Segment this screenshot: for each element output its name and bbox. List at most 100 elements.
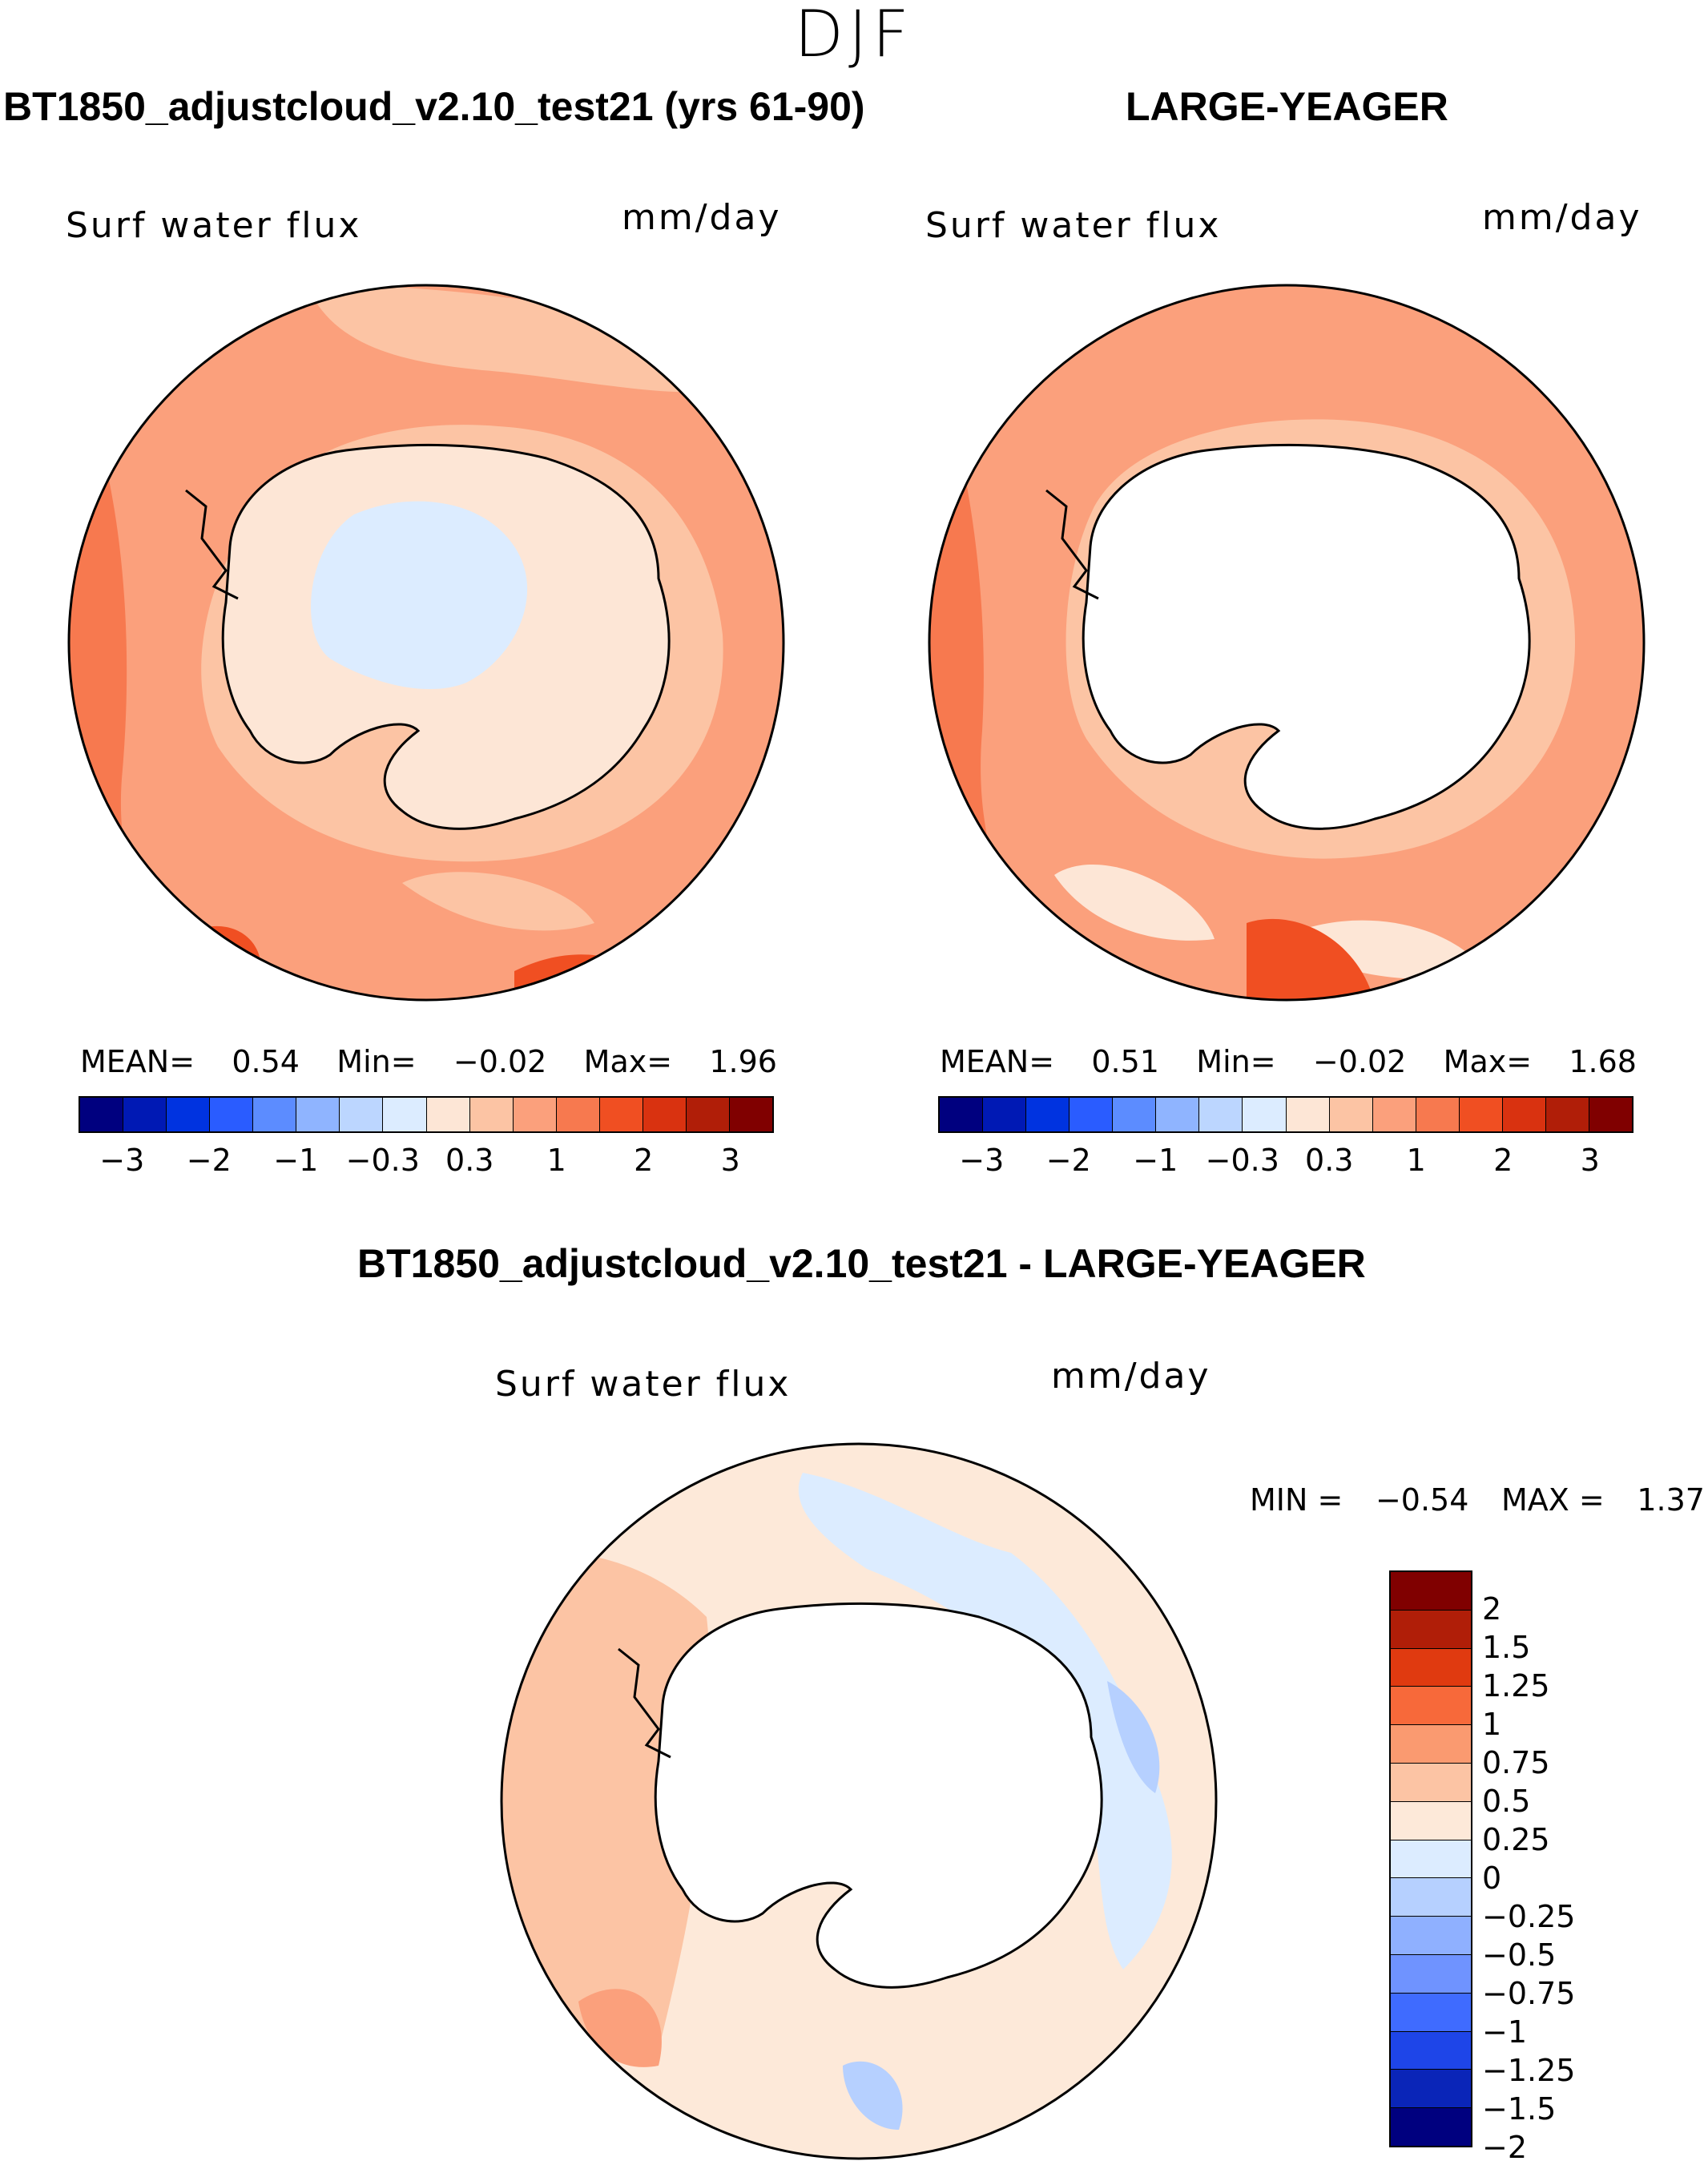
colorbar-cell bbox=[1391, 2108, 1471, 2146]
max-label: Max= bbox=[1443, 1044, 1533, 1079]
negative-anomaly bbox=[798, 1473, 1172, 1969]
colorbar-tick-label: 0.3 bbox=[445, 1143, 494, 1178]
map-boundary bbox=[928, 284, 1646, 1002]
colorbar-tick-label: 0.75 bbox=[1482, 1745, 1550, 1780]
colorbar-cell bbox=[599, 1098, 643, 1131]
colorbar-difference-ticks: 2 1.5 1.25 1 0.75 0.5 0.25 0 −0.25 −0.5 −0.75 −1 −1.… bbox=[1482, 1570, 1602, 2165]
variable-label-diff: Surf water flux bbox=[495, 1364, 792, 1405]
colorbar-cell bbox=[1391, 1993, 1471, 2032]
panel-title-model: BT1850_adjustcloud_v2.10_test21 (yrs 61-… bbox=[3, 84, 865, 129]
colorbar-tick-label: −1 bbox=[1482, 2014, 1528, 2050]
colorbar-cell bbox=[253, 1098, 297, 1131]
antarctic-peninsula bbox=[1045, 489, 1099, 600]
min-value: −0.02 bbox=[1312, 1044, 1407, 1079]
mean-value: 0.54 bbox=[232, 1044, 300, 1079]
colorbar-tick-label: −0.75 bbox=[1482, 1976, 1576, 2011]
colorbar-cell bbox=[1199, 1098, 1243, 1131]
colorbar-tick-label: −3 bbox=[99, 1143, 145, 1178]
units-label-right: mm/day bbox=[1482, 197, 1642, 238]
mean-value: 0.51 bbox=[1091, 1044, 1159, 1079]
colorbar-cell bbox=[1156, 1098, 1200, 1131]
season-title: DJF bbox=[794, 0, 914, 71]
colorbar-cell bbox=[1243, 1098, 1287, 1131]
colorbar-cell bbox=[1391, 1917, 1471, 1955]
colorbar-tick-label: 0.3 bbox=[1305, 1143, 1354, 1178]
colorbar-cell bbox=[1391, 1725, 1471, 1764]
positive-anomaly bbox=[502, 1552, 711, 2058]
colorbar-cell bbox=[1589, 1098, 1632, 1131]
colorbar-cell bbox=[80, 1098, 124, 1131]
colorbar-tick-label: −2 bbox=[1482, 2130, 1528, 2165]
max-value: 1.68 bbox=[1569, 1044, 1637, 1079]
colorbar-cell bbox=[729, 1098, 772, 1131]
colorbar-cell bbox=[1391, 1572, 1471, 1611]
mean-label: MEAN= bbox=[940, 1044, 1055, 1079]
stats-model: MEAN= 0.54 Min= −0.02 Max= 1.96 bbox=[80, 1044, 777, 1079]
colorbar-cell bbox=[1416, 1098, 1460, 1131]
colorbar-cell bbox=[296, 1098, 340, 1131]
colorbar-cell bbox=[340, 1098, 384, 1131]
max-label: Max= bbox=[583, 1044, 673, 1079]
colorbar-cell bbox=[1329, 1098, 1373, 1131]
colorbar-tick-label: −1.25 bbox=[1482, 2053, 1576, 2088]
colorbar-tick-label: −0.3 bbox=[345, 1143, 420, 1178]
colorbar-tick-label: 2 bbox=[634, 1143, 654, 1178]
colorbar-cell bbox=[167, 1098, 211, 1131]
colorbar-tick-label: −0.3 bbox=[1205, 1143, 1279, 1178]
colorbar-cell bbox=[983, 1098, 1027, 1131]
colorbar-cell bbox=[513, 1098, 557, 1131]
colorbar-cell bbox=[469, 1098, 514, 1131]
colorbar-cell bbox=[686, 1098, 730, 1131]
colorbar-tick-label: −3 bbox=[959, 1143, 1005, 1178]
antarctica-outline bbox=[654, 1602, 1103, 1989]
min-value: −0.54 bbox=[1375, 1482, 1469, 1518]
max-value: 1.96 bbox=[709, 1044, 777, 1079]
colorbar-cell bbox=[1391, 2031, 1471, 2070]
colorbar-tick-label: −1 bbox=[273, 1143, 319, 1178]
min-label: MIN = bbox=[1250, 1482, 1343, 1518]
colorbar-cell bbox=[556, 1098, 600, 1131]
colorbar-tick-label: 0 bbox=[1482, 1861, 1502, 1896]
min-label: Min= bbox=[336, 1044, 417, 1079]
colorbar-tick-label: 1 bbox=[1482, 1707, 1502, 1742]
colorbar-tick-label: −1.5 bbox=[1482, 2091, 1557, 2127]
map-obs bbox=[928, 284, 1646, 1002]
colorbar-tick-label: 1.5 bbox=[1482, 1630, 1531, 1665]
colorbar-tick-label: 3 bbox=[720, 1143, 740, 1178]
colorbar-tick-label: −1 bbox=[1133, 1143, 1178, 1178]
variable-label-left: Surf water flux bbox=[66, 205, 362, 246]
colorbar-obs bbox=[938, 1096, 1633, 1133]
mean-label: MEAN= bbox=[80, 1044, 195, 1079]
colorbar-cell bbox=[210, 1098, 254, 1131]
moderate-flux-region bbox=[306, 285, 755, 393]
colorbar-cell bbox=[1391, 1878, 1471, 1917]
colorbar-tick-label: −0.25 bbox=[1482, 1899, 1576, 1934]
colorbar-cell bbox=[1372, 1098, 1416, 1131]
colorbar-tick-label: 0.25 bbox=[1482, 1822, 1550, 1857]
colorbar-obs-ticks: −3 −2 −1 −0.3 0.3 1 2 3 bbox=[938, 1143, 1633, 1183]
stats-diff: MIN = −0.54 MAX = 1.37 bbox=[1250, 1482, 1705, 1518]
variable-label-right: Surf water flux bbox=[925, 205, 1222, 246]
colorbar-cell bbox=[1391, 1610, 1471, 1649]
colorbar-tick-label: −2 bbox=[186, 1143, 232, 1178]
colorbar-difference bbox=[1389, 1570, 1472, 2147]
map-difference bbox=[500, 1442, 1218, 2160]
antarctic-peninsula bbox=[618, 1647, 671, 1759]
colorbar-cell bbox=[1070, 1098, 1114, 1131]
colorbar-cell bbox=[1391, 1840, 1471, 1879]
colorbar-cell bbox=[1026, 1098, 1070, 1131]
colorbar-cell bbox=[1545, 1098, 1589, 1131]
colorbar-tick-label: 1.25 bbox=[1482, 1668, 1550, 1703]
colorbar-cell bbox=[1286, 1098, 1330, 1131]
colorbar-cell bbox=[383, 1098, 427, 1131]
map-model bbox=[67, 284, 785, 1002]
max-value: 1.37 bbox=[1637, 1482, 1705, 1518]
colorbar-cell bbox=[1391, 1687, 1471, 1726]
min-value: −0.02 bbox=[453, 1044, 547, 1079]
continental-ice-low-flux bbox=[311, 501, 528, 690]
panel-title-obs: LARGE-YEAGER bbox=[1126, 84, 1448, 129]
colorbar-model bbox=[79, 1096, 774, 1133]
colorbar-tick-label: 1 bbox=[546, 1143, 566, 1178]
map-boundary bbox=[67, 284, 785, 1002]
units-label-diff: mm/day bbox=[1051, 1356, 1211, 1397]
